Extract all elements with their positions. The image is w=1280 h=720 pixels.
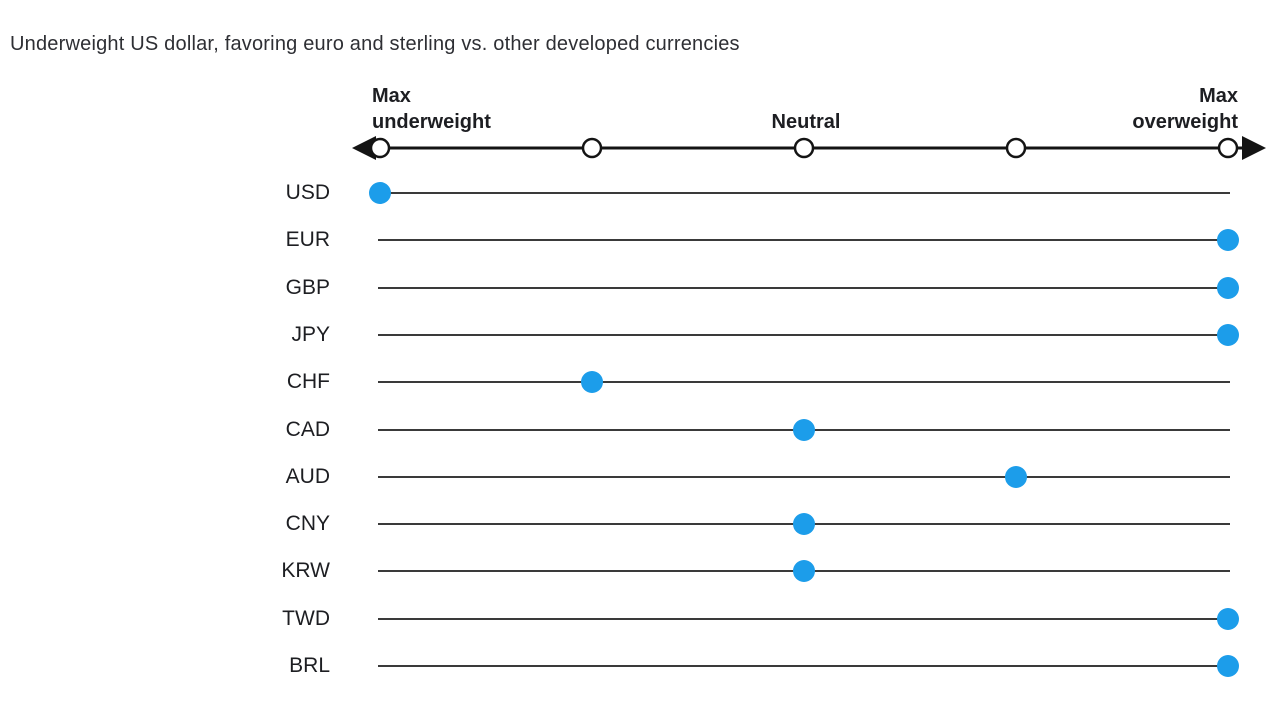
currency-label: CAD xyxy=(285,417,330,441)
currency-label: TWD xyxy=(282,606,330,630)
position-dot xyxy=(793,513,815,536)
row-line xyxy=(378,475,1230,478)
currency-label: CHF xyxy=(286,370,330,394)
row-line xyxy=(378,381,1230,384)
axis-tick-circle xyxy=(581,137,603,159)
currency-label: JPY xyxy=(291,322,330,346)
row-line xyxy=(378,192,1230,194)
position-dot xyxy=(1217,323,1239,346)
position-dot xyxy=(581,371,603,394)
position-dot xyxy=(793,418,815,441)
currency-label: USD xyxy=(285,181,330,204)
axis-tick-circle xyxy=(1005,137,1027,159)
position-dot xyxy=(1005,465,1027,488)
chart-title: Underweight US dollar, favoring euro and… xyxy=(10,33,740,55)
row-line xyxy=(378,333,1230,336)
currency-label: GBP xyxy=(285,275,330,299)
axis-label-max-underweight: Max underweight xyxy=(372,85,491,133)
row-line xyxy=(378,239,1230,242)
scale-axis xyxy=(352,136,1266,160)
position-dot xyxy=(1217,607,1239,630)
position-dot xyxy=(793,560,815,583)
row-line xyxy=(378,665,1230,667)
position-dot xyxy=(1217,276,1239,299)
currency-label: EUR xyxy=(285,228,330,252)
row-line xyxy=(378,286,1230,289)
position-dot xyxy=(369,182,391,204)
right-arrow-icon xyxy=(1242,136,1266,160)
left-arrow-icon xyxy=(352,136,376,160)
position-dot xyxy=(1217,229,1239,252)
currency-label: BRL xyxy=(289,654,330,677)
axis-tick-circle xyxy=(793,137,815,159)
axis-tick-circle xyxy=(369,137,391,159)
axis-label-neutral: Neutral xyxy=(771,111,841,133)
currency-label: AUD xyxy=(285,464,330,488)
position-dot xyxy=(1217,655,1239,677)
currency-label: CNY xyxy=(285,512,330,536)
axis-label-max-overweight: Max overweight xyxy=(1132,85,1238,133)
row-line xyxy=(378,617,1230,620)
axis-tick-circle xyxy=(1217,137,1239,159)
axis-tick-circles xyxy=(369,137,1239,159)
currency-label: KRW xyxy=(281,559,330,583)
